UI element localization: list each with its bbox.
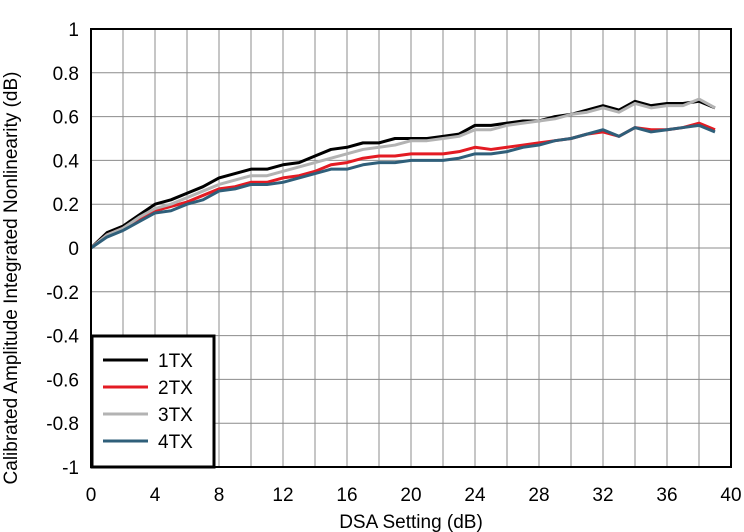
y-tick-label: 0.8 xyxy=(53,64,79,85)
x-tick-label: 4 xyxy=(150,485,161,506)
y-tick-label: 0 xyxy=(68,239,79,260)
y-tick-label: -0.8 xyxy=(46,414,79,435)
x-tick-label: 28 xyxy=(528,485,549,506)
y-tick-label: -0.2 xyxy=(46,283,79,304)
y-tick-labels: 1 0.8 0.6 0.4 0.2 0 -0.2 -0.4 -0.6 -0.8 -1 xyxy=(46,20,79,479)
y-tick-label: 0.2 xyxy=(53,195,79,216)
legend-box xyxy=(90,334,216,469)
x-tick-label: 16 xyxy=(336,485,357,506)
y-axis-title: Calibrated Amplitude Integrated Nonlinea… xyxy=(1,72,22,485)
x-tick-label: 12 xyxy=(272,485,293,506)
y-tick-label: -0.4 xyxy=(46,327,79,348)
x-tick-labels: 0 4 8 12 16 20 24 28 32 36 40 xyxy=(86,485,742,506)
series-line-4tx xyxy=(90,123,716,250)
y-tick-label: 0.6 xyxy=(53,108,79,129)
y-tick-label: -0.6 xyxy=(46,370,79,391)
y-tick-label: 0.4 xyxy=(53,151,80,172)
y-tick-label: 1 xyxy=(68,20,79,41)
x-tick-label: 40 xyxy=(720,485,741,506)
series-lines xyxy=(89,97,716,250)
x-tick-label: 36 xyxy=(656,485,677,506)
legend-label-1tx: 1TX xyxy=(158,351,193,372)
x-tick-label: 24 xyxy=(464,485,486,506)
x-axis-title: DSA Setting (dB) xyxy=(339,512,483,532)
series-line-3tx xyxy=(90,97,716,250)
plot-border xyxy=(90,28,732,468)
x-tick-label: 32 xyxy=(592,485,613,506)
legend-label-4tx: 4TX xyxy=(158,432,193,453)
x-tick-label: 20 xyxy=(400,485,421,506)
x-tick-label: 0 xyxy=(86,485,97,506)
legend-label-3tx: 3TX xyxy=(158,405,193,426)
legend-label-2tx: 2TX xyxy=(158,378,193,399)
legend: 1TX 2TX 3TX 4TX xyxy=(90,334,216,469)
series-line-1tx xyxy=(89,99,716,250)
y-tick-label: -1 xyxy=(62,458,79,479)
x-tick-label: 8 xyxy=(214,485,225,506)
